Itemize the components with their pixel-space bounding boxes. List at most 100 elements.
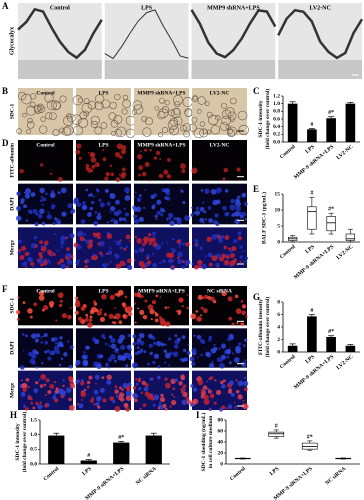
texture [117, 352, 120, 355]
texture [94, 126, 103, 135]
texture [109, 205, 116, 212]
texture [208, 114, 219, 126]
texture [202, 201, 205, 204]
texture [213, 343, 216, 346]
texture [133, 214, 138, 219]
texture [211, 255, 218, 262]
texture [162, 403, 167, 408]
texture [126, 191, 129, 194]
texture [173, 344, 179, 349]
texture [158, 108, 169, 119]
texture [194, 243, 198, 246]
texture [236, 321, 239, 325]
texture [121, 108, 128, 115]
texture [201, 339, 206, 345]
column-title: Control [36, 90, 55, 96]
texture [191, 361, 196, 367]
column-title: LPS [98, 90, 108, 96]
texture [113, 321, 117, 325]
texture [80, 381, 85, 386]
texture [173, 395, 176, 398]
texture [77, 244, 82, 250]
bar [113, 442, 130, 464]
texture [62, 379, 65, 382]
texture [193, 264, 199, 270]
texture [40, 245, 44, 248]
texture [57, 341, 64, 348]
texture [94, 94, 105, 104]
texture [125, 390, 132, 397]
texture [136, 238, 143, 244]
texture [18, 91, 27, 101]
texture [206, 111, 213, 118]
texture [60, 187, 67, 194]
texture [180, 124, 187, 132]
texture [155, 294, 159, 298]
texture [52, 395, 57, 400]
texture [171, 265, 175, 269]
texture [103, 312, 108, 317]
texture [230, 392, 235, 397]
texture [164, 352, 171, 359]
texture [142, 127, 152, 137]
texture [141, 115, 148, 122]
y-axis-label: (fold change over control) [264, 89, 271, 150]
texture [202, 385, 208, 390]
texture [99, 317, 105, 323]
texture [200, 189, 204, 192]
significance: # [310, 191, 313, 197]
texture [25, 219, 28, 222]
texture [173, 116, 183, 126]
texture [19, 254, 25, 261]
x-tick-label: LV2-NC [336, 144, 355, 161]
texture [142, 242, 146, 247]
texture [90, 399, 94, 403]
texture [50, 252, 54, 256]
texture [102, 157, 107, 162]
texture [164, 361, 167, 364]
y-axis-label: (fold change over control) [264, 297, 271, 358]
texture [227, 337, 231, 342]
texture [182, 348, 187, 353]
texture [159, 396, 166, 403]
texture [152, 403, 156, 407]
texture [126, 344, 132, 350]
box [268, 431, 285, 437]
texture [38, 258, 45, 265]
texture [124, 403, 128, 407]
y-axis-label: BALF SDC-1 (pg/mL) [260, 192, 267, 244]
texture [233, 401, 236, 404]
texture [39, 199, 43, 203]
texture [96, 395, 102, 402]
texture [54, 217, 57, 221]
texture [154, 105, 160, 111]
texture [195, 206, 200, 210]
texture [39, 401, 43, 404]
texture [46, 214, 52, 220]
texture [89, 315, 93, 319]
texture [215, 199, 221, 205]
texture [222, 379, 226, 383]
texture [114, 293, 117, 296]
texture [90, 255, 96, 260]
texture [181, 260, 185, 264]
texture [16, 205, 22, 212]
texture [118, 320, 123, 324]
texture [164, 100, 170, 106]
texture [109, 193, 116, 200]
texture [160, 402, 162, 405]
texture [90, 152, 95, 157]
texture [32, 406, 36, 410]
texture [239, 260, 242, 263]
texture [118, 173, 121, 176]
texture [157, 132, 163, 138]
texture [108, 313, 114, 319]
panel-letter: H [10, 410, 17, 420]
texture [174, 334, 178, 338]
row-label: SDC-1 [9, 103, 15, 119]
texture [98, 198, 102, 203]
texture [97, 212, 101, 216]
texture [57, 191, 61, 195]
texture [135, 206, 142, 213]
texture [139, 340, 145, 346]
